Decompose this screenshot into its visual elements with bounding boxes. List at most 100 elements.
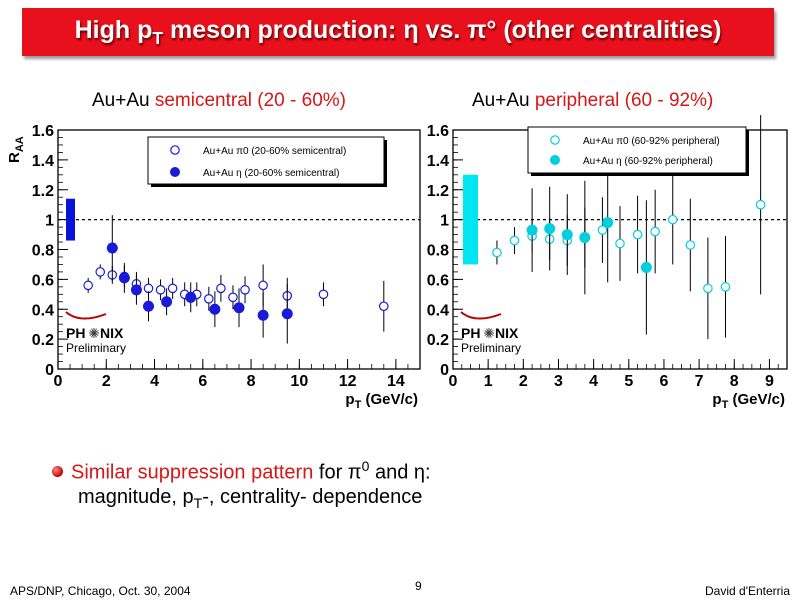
data-point-filled <box>257 309 269 321</box>
legend-entry-label: Au+Au π0 (60-92% peripheral) <box>583 136 720 147</box>
data-point-filled <box>544 223 556 235</box>
data-point-filled <box>106 242 118 254</box>
data-point-open <box>155 285 166 295</box>
data-point-open <box>318 289 329 300</box>
x-tick-label: 5 <box>624 373 633 390</box>
data-point-open <box>492 247 502 258</box>
data-point-open <box>703 283 713 294</box>
data-point-open <box>650 226 660 237</box>
bullet-icon <box>52 465 63 477</box>
bullet-point: Similar suppression pattern for π0 and η… <box>52 458 431 485</box>
data-point-filled <box>561 229 573 241</box>
data-point-open <box>83 280 93 291</box>
y-tick-label: 1.2 <box>427 183 449 200</box>
data-point-open <box>143 283 154 294</box>
data-point-open <box>615 238 625 249</box>
phenix-logo-sun-icon <box>93 330 99 334</box>
phenix-logo-text: NIX <box>100 325 124 341</box>
y-tick-label: 1 <box>440 213 449 230</box>
x-tick-label: 8 <box>730 373 739 390</box>
y-tick-label: 1 <box>45 213 54 230</box>
series-eta <box>526 162 652 335</box>
y-tick-label: 1.4 <box>427 153 449 170</box>
data-point-open <box>167 283 178 294</box>
legend-entry-label: Au+Au η (20-60% semicentral) <box>203 168 339 179</box>
x-tick-label: 4 <box>150 373 159 390</box>
data-point-filled <box>161 296 173 308</box>
data-point-open <box>216 283 226 294</box>
data-point-open <box>667 214 678 225</box>
slide-title-bar: High pT meson production: η vs. π° (othe… <box>22 8 774 56</box>
y-axis-label: RAA <box>6 136 26 163</box>
data-point-open <box>685 240 696 250</box>
x-tick-label: 0 <box>449 373 458 390</box>
x-tick-label: 14 <box>387 373 405 390</box>
x-tick-label: 0 <box>54 373 63 390</box>
data-point-open <box>720 282 731 292</box>
data-point-open <box>597 225 608 235</box>
page-number: 9 <box>415 579 422 593</box>
data-point-filled <box>233 302 245 314</box>
normalization-uncertainty-box <box>66 198 75 241</box>
x-tick-label: 4 <box>589 373 598 390</box>
y-tick-label: 0.4 <box>427 302 449 319</box>
x-axis-label: pT (GeV/c) <box>345 391 418 411</box>
legend-marker-filled <box>170 167 180 177</box>
legend-marker-open <box>550 135 560 145</box>
y-tick-label: 0 <box>440 362 449 379</box>
x-tick-label: 10 <box>290 373 308 390</box>
data-point-filled <box>143 300 154 312</box>
y-tick-label: 0.2 <box>32 332 54 349</box>
data-point-open <box>228 292 238 303</box>
legend-box <box>147 136 385 185</box>
data-point-filled <box>526 224 538 236</box>
data-point-open <box>378 301 389 312</box>
data-point-open <box>204 293 214 304</box>
data-point-open <box>240 285 250 295</box>
y-tick-label: 0.2 <box>427 332 449 349</box>
legend-marker-open <box>170 145 180 155</box>
x-tick-label: 8 <box>247 373 256 390</box>
slide-title: High pT meson production: η vs. π° (othe… <box>74 15 722 48</box>
series-eta <box>106 215 293 344</box>
y-tick-label: 1.4 <box>32 153 54 170</box>
data-point-filled <box>579 232 591 244</box>
y-tick-label: 0.8 <box>427 243 449 260</box>
x-tick-label: 1 <box>484 373 493 390</box>
x-tick-label: 6 <box>659 373 668 390</box>
phenix-logo-text: PH <box>461 325 480 341</box>
series-pi0 <box>492 115 766 340</box>
phenix-logo-sun-icon <box>488 330 494 334</box>
normalization-uncertainty-box <box>463 174 478 265</box>
bullet-detail: magnitude, pT-, centrality- dependence <box>78 486 423 511</box>
legend-box <box>527 126 747 174</box>
data-point-open <box>95 267 106 277</box>
y-tick-label: 0.6 <box>32 272 54 289</box>
data-point-filled <box>209 303 221 315</box>
y-tick-label: 0 <box>45 362 54 379</box>
footer-author: David d'Enterria <box>705 584 790 598</box>
data-point-filled <box>118 272 130 284</box>
y-tick-label: 1.6 <box>427 123 449 140</box>
data-point-open <box>632 229 643 240</box>
chart-peripheral: 0 0.2 0.4 0.6 0.8 1 1.2 1.4 1.6 0 1 2 3 4 5 6 7 8 9pT (GeV… <box>427 115 788 411</box>
y-tick-label: 0.4 <box>32 302 54 319</box>
data-point-open <box>755 199 766 210</box>
x-axis-label: pT (GeV/c) <box>712 391 785 411</box>
x-tick-label: 6 <box>198 373 207 390</box>
x-tick-label: 12 <box>339 373 357 390</box>
footer-conference: APS/DNP, Chicago, Oct. 30, 2004 <box>10 584 191 598</box>
y-tick-label: 1.2 <box>32 183 54 200</box>
x-tick-label: 2 <box>102 373 111 390</box>
x-tick-label: 2 <box>519 373 528 390</box>
preliminary-label: Preliminary <box>66 341 126 355</box>
legend-entry-label: Au+Au η (60-92% peripheral) <box>583 156 713 167</box>
phenix-logo-text: NIX <box>495 325 519 341</box>
x-tick-label: 9 <box>765 373 774 390</box>
y-tick-label: 0.8 <box>32 243 54 260</box>
x-tick-label: 7 <box>695 373 704 390</box>
phenix-logo-swoosh <box>65 311 107 320</box>
legend-entry-label: Au+Au π0 (20-60% semicentral) <box>203 146 346 157</box>
